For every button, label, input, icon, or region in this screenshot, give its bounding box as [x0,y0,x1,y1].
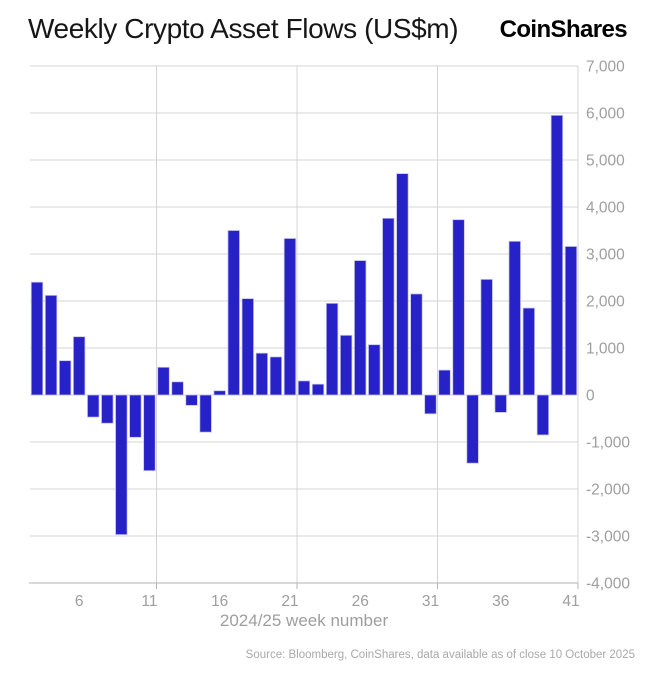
x-gridlines [155,66,579,583]
y-tick-label--3000: -3,000 [586,529,630,546]
bar-week-6 [73,336,86,396]
y-tick-label-7000: 7,000 [586,59,625,76]
bar-week-17 [227,230,240,396]
y-tick-label--4000: -4,000 [586,576,630,593]
x-tick-label-21: 21 [281,593,298,610]
bar-week-23 [311,383,325,396]
y-tick-label-4000: 4,000 [586,200,625,217]
x-axis [29,582,579,589]
bar-week-11 [143,394,156,472]
bar-week-41 [564,246,578,396]
y-tick-label-0: 0 [586,388,595,405]
bar-week-12 [157,366,170,396]
bars [30,114,578,535]
y-tick-label-2000: 2,000 [586,294,625,311]
bar-week-3 [30,281,44,396]
bar-week-10 [129,394,142,438]
bar-week-15 [199,394,212,433]
y-tick-label-1000: 1,000 [586,341,625,358]
x-tick-label-11: 11 [141,593,157,610]
bar-week-37 [508,240,521,396]
bar-week-22 [297,380,311,396]
bar-week-9 [115,394,128,535]
bar-week-38 [522,307,535,396]
x-tick-label-36: 36 [492,593,509,610]
chart-title: Weekly Crypto Asset Flows (US$m) [28,13,459,44]
bar-week-4 [44,294,58,396]
bar-week-27 [368,344,381,396]
bar-week-36 [494,394,507,413]
bar-week-28 [382,217,395,396]
y-tick-label-6000: 6,000 [586,106,625,123]
bar-week-14 [185,394,198,406]
bar-week-32 [438,369,451,396]
x-axis-title: 2024/25 week number [219,611,389,630]
bar-week-29 [396,173,409,396]
y-tick-labels: 7,000 6,000 5,000 4,000 3,000 2,000 1,000 0 -1,0… [586,59,630,593]
bar-week-30 [410,293,423,396]
x-tick-label-26: 26 [352,593,369,610]
y-tick-label-3000: 3,000 [586,247,625,264]
x-tick-label-16: 16 [211,593,228,610]
bar-week-13 [171,381,184,396]
bar-week-21 [283,238,297,396]
y-gridlines [30,65,578,537]
y-tick-label-5000: 5,000 [586,153,625,170]
y-tick-label--2000: -2,000 [586,482,630,499]
bar-week-31 [424,394,437,415]
source-note: Source: Bloomberg, CoinShares, data avai… [245,649,635,661]
bar-week-40 [550,114,564,396]
bar-week-16 [213,390,226,396]
bar-week-19 [255,352,268,396]
bar-week-8 [101,394,114,424]
bar-week-18 [241,298,254,396]
bar-week-26 [354,260,367,396]
bar-week-39 [536,394,550,436]
bar-week-34 [466,394,479,464]
x-tick-label-6: 6 [75,593,84,610]
coinshares-logo: CoinShares [499,16,628,43]
bar-week-24 [325,302,339,396]
y-tick-label--1000: -1,000 [586,435,630,452]
bar-week-33 [452,219,465,396]
bar-week-20 [269,356,283,396]
bar-week-25 [340,334,353,396]
x-tick-label-41: 41 [562,593,579,610]
bar-week-7 [87,394,100,418]
x-tick-label-31: 31 [422,593,439,610]
bar-week-5 [58,360,72,396]
x-tick-labels: 6 11 16 21 26 31 36 41 [75,593,580,610]
bar-week-35 [480,279,493,396]
